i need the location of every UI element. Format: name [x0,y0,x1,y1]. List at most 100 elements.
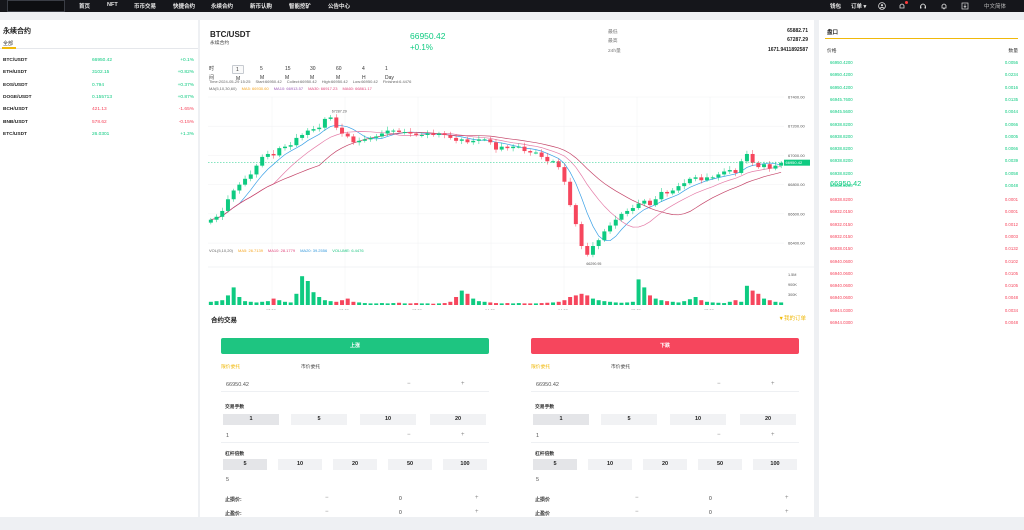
orderbook-ask-row[interactable]: 66940.0600 0.0048 [819,293,1024,302]
market-row[interactable]: ETH/USDT 3102.15 +0.82% [0,68,198,77]
leverage-chip-50[interactable]: 50 [388,459,432,470]
lots-input[interactable]: 1− + [221,429,489,443]
plus-icon[interactable]: + [475,495,479,501]
stop-loss-row[interactable]: 止损价: −0 + [225,495,479,503]
nav-mining[interactable]: 智能挖矿 [289,4,312,10]
orderbook-ask-row[interactable]: 66944.0300 0.0048 [819,318,1024,327]
tab-market-order[interactable]: 市价委托 [611,365,631,370]
leverage-input[interactable]: 5 [226,477,230,483]
stop-loss-row[interactable]: 止损价 −0 + [535,495,789,503]
plus-icon[interactable]: + [771,381,775,387]
orderbook-ask-row[interactable]: 66940.0600 0.0105 [819,281,1024,290]
orderbook-bid-row[interactable]: 66950.4200 0.0056 [819,58,1024,67]
market-row[interactable]: ETC/USDT 26.0301 +1.3% [0,130,198,139]
orderbook-ask-row[interactable]: 66944.0300 0.0034 [819,306,1024,315]
price-input[interactable]: 66950.42− + [221,378,489,392]
market-row[interactable]: BNB/USDT 578.62 -0.15% [0,118,198,127]
orderbook-bid-row[interactable]: 66950.4200 0.0016 [819,83,1024,92]
orderbook-bid-row[interactable]: 66938.8200 0.0066 [819,120,1024,129]
take-profit-row[interactable]: 止盈价 −0 + [535,509,789,517]
leverage-chip-10[interactable]: 10 [588,459,632,470]
plus-icon[interactable]: + [475,509,479,515]
plus-icon[interactable]: + [461,432,465,438]
timeframe-1m[interactable]: 1 M [232,65,245,82]
lots-chip-5[interactable]: 5 [291,414,347,425]
plus-icon[interactable]: + [785,509,789,515]
logo[interactable] [7,0,65,12]
tab-limit-order[interactable]: 限价委托 [531,365,551,370]
lots-chip-20[interactable]: 20 [430,414,486,425]
minus-icon[interactable]: − [325,495,329,501]
orderbook-bid-row[interactable]: 66938.8200 0.0058 [819,169,1024,178]
plus-icon[interactable]: + [461,381,465,387]
candlestick-chart[interactable]: 67400.00 67200.00 67000.00 66800.00 66600.00… [200,85,814,310]
headset-icon[interactable] [919,2,927,10]
market-row[interactable]: BCH/USDT 421.13 -1.65% [0,105,198,114]
nav-orders[interactable]: 订单 ▾ [851,4,867,10]
timeframe-60m[interactable]: 60 M [336,66,342,81]
lots-chip-1[interactable]: 1 [223,414,279,425]
tab-market-order[interactable]: 市价委托 [301,365,321,370]
orderbook-bid-row[interactable]: 66938.8200 0.0066 [819,144,1024,153]
orderbook-ask-row[interactable]: 66938.0150 0.0132 [819,244,1024,253]
orderbook-bid-row[interactable]: 66950.4200 0.0234 [819,70,1024,79]
nav-nft[interactable]: NFT [107,2,118,8]
minus-icon[interactable]: − [325,509,329,515]
minus-icon[interactable]: − [635,509,639,515]
market-row[interactable]: EOS/USDT 0.794 +0.37% [0,81,198,90]
nav-home[interactable]: 首页 [79,4,91,10]
leverage-chip-100[interactable]: 100 [753,459,797,470]
minus-icon[interactable]: − [407,432,411,438]
notification-icon[interactable] [898,1,908,10]
orderbook-bid-row[interactable]: 66945.5600 0.0044 [819,107,1024,116]
my-orders-link[interactable]: ▼我的订单 [778,316,806,322]
tab-all[interactable]: 全部 [3,41,14,47]
user-icon[interactable] [878,2,886,10]
timeframe-30m[interactable]: 30 M [310,66,316,81]
orderbook-ask-row[interactable]: 66940.0600 0.0102 [819,257,1024,266]
lots-chip-10[interactable]: 10 [670,414,726,425]
orderbook-ask-row[interactable]: 66940.0600 0.0105 [819,269,1024,278]
leverage-chip-10[interactable]: 10 [278,459,322,470]
take-profit-row[interactable]: 止盈价: −0 + [225,509,479,517]
lots-input[interactable]: 1− + [531,429,799,443]
nav-announcements[interactable]: 公告中心 [328,4,351,10]
minus-icon[interactable]: − [407,381,411,387]
buy-up-button[interactable]: 上涨 [221,338,489,354]
nav-wallet[interactable]: 钱包 [830,4,842,10]
leverage-chip-50[interactable]: 50 [698,459,742,470]
plus-icon[interactable]: + [785,495,789,501]
bell-icon[interactable] [940,2,948,10]
download-icon[interactable] [961,2,969,10]
orderbook-bid-row[interactable]: 66938.8200 0.0039 [819,156,1024,165]
nav-perpetual[interactable]: 永续合约 [211,4,234,10]
lots-chip-10[interactable]: 10 [360,414,416,425]
orderbook-ask-row[interactable]: 66932.0150 0.0001 [819,207,1024,216]
timeframe-15m[interactable]: 15 M [285,66,291,81]
leverage-chip-5[interactable]: 5 [533,459,577,470]
orderbook-ask-row[interactable]: 66938.8200 0.0001 [819,195,1024,204]
price-input[interactable]: 66950.42− + [531,378,799,392]
leverage-chip-100[interactable]: 100 [443,459,487,470]
timeframe-4h[interactable]: 4 H [362,66,366,81]
lots-chip-5[interactable]: 5 [601,414,657,425]
minus-icon[interactable]: − [717,432,721,438]
leverage-chip-5[interactable]: 5 [223,459,267,470]
orderbook-ask-row[interactable]: 66932.0150 0.0012 [819,220,1024,229]
lots-chip-1[interactable]: 1 [533,414,589,425]
nav-ipo[interactable]: 新币认购 [250,4,273,10]
lots-chip-20[interactable]: 20 [740,414,796,425]
tab-limit-order[interactable]: 限价委托 [221,365,241,370]
plus-icon[interactable]: + [771,432,775,438]
leverage-chip-20[interactable]: 20 [643,459,687,470]
nav-quick-contract[interactable]: 快捷合约 [173,4,196,10]
minus-icon[interactable]: − [635,495,639,501]
market-row[interactable]: BTC/USDT 66950.42 +0.1% [0,56,198,65]
leverage-chip-20[interactable]: 20 [333,459,377,470]
timeframe-1day[interactable]: 1 Day [385,66,394,81]
timeframe-time[interactable]: 时间 [209,66,215,81]
timeframe-5m[interactable]: 5 M [260,66,265,81]
leverage-input[interactable]: 5 [536,477,540,483]
orderbook-bid-row[interactable]: 66938.8200 0.0005 [819,132,1024,141]
orderbook-bid-row[interactable]: 66938.8200 0.0048 [819,181,1024,190]
